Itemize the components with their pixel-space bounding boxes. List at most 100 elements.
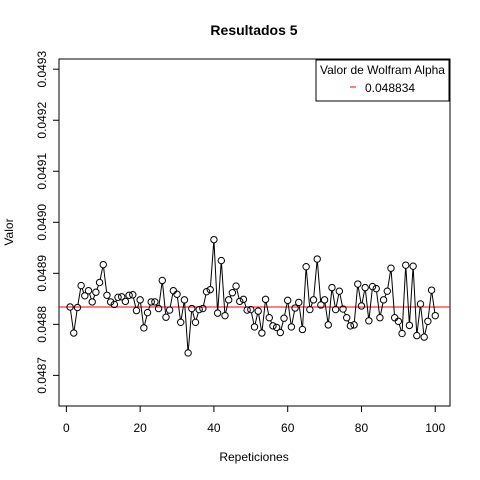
data-point xyxy=(106,298,115,306)
data-point xyxy=(88,298,96,306)
data-point xyxy=(103,291,111,299)
data-point xyxy=(224,296,233,304)
data-point xyxy=(295,298,303,307)
data-point xyxy=(77,281,85,290)
data-point xyxy=(165,306,174,314)
data-point xyxy=(354,280,362,288)
data-point xyxy=(143,308,152,317)
data-point xyxy=(365,317,373,325)
data-point xyxy=(383,287,391,295)
data-points xyxy=(66,235,439,357)
data-point xyxy=(272,323,281,332)
y-axis: 0.0487 0.0488 0.0489 0.0490 0.0491 0.0492 0.04… xyxy=(35,51,60,394)
data-point xyxy=(228,289,237,297)
data-point xyxy=(81,292,89,300)
data-point xyxy=(118,293,126,301)
data-point xyxy=(213,309,222,317)
y-tick-label: 0.0493 xyxy=(35,51,49,88)
y-tick-label: 0.0491 xyxy=(35,153,49,190)
data-point xyxy=(361,283,369,292)
data-point xyxy=(420,333,428,341)
x-tick-label: 20 xyxy=(133,421,147,435)
series-line xyxy=(70,242,436,350)
data-point xyxy=(195,305,203,314)
data-point xyxy=(309,296,318,304)
data-point xyxy=(92,288,100,296)
y-tick-label: 0.0488 xyxy=(35,306,49,343)
data-point xyxy=(320,296,329,304)
data-point xyxy=(298,325,307,334)
data-point xyxy=(110,300,119,309)
data-point xyxy=(95,278,104,287)
data-point xyxy=(121,297,130,306)
data-point xyxy=(409,262,417,270)
data-point xyxy=(114,293,122,302)
data-point xyxy=(125,291,133,299)
data-point xyxy=(217,256,226,265)
data-point xyxy=(210,235,218,244)
x-axis-label: Repeticiones xyxy=(219,450,288,464)
data-point xyxy=(250,323,259,331)
data-point xyxy=(199,304,207,313)
data-point xyxy=(402,261,410,269)
data-point xyxy=(202,287,211,296)
data-point xyxy=(191,318,200,327)
y-tick-label: 0.0490 xyxy=(35,204,49,241)
x-tick-label: 80 xyxy=(355,421,369,435)
x-tick-label: 0 xyxy=(63,421,70,435)
data-point xyxy=(413,331,421,340)
data-point xyxy=(158,276,166,285)
data-point xyxy=(368,282,377,291)
data-point xyxy=(331,305,340,314)
legend-box xyxy=(315,59,450,102)
data-point xyxy=(350,321,358,329)
data-point xyxy=(232,282,240,290)
data-point xyxy=(313,255,321,263)
data-point xyxy=(247,305,255,314)
data-point xyxy=(431,311,439,320)
data-point xyxy=(343,314,351,322)
legend-entry-label: 0.048834 xyxy=(365,81,415,95)
data-point xyxy=(236,297,244,306)
data-point xyxy=(73,303,82,312)
data-point xyxy=(302,262,310,271)
data-point xyxy=(328,283,336,292)
data-point xyxy=(394,317,403,325)
y-tick-label: 0.0487 xyxy=(35,357,49,394)
data-point xyxy=(291,304,299,312)
data-point xyxy=(317,301,325,309)
legend: Valor de Wolfram Alpha 0.048834 xyxy=(315,59,450,102)
data-point xyxy=(140,324,148,332)
x-axis: 0 20 40 60 80 100 xyxy=(63,405,446,435)
data-point xyxy=(243,306,251,314)
data-point xyxy=(177,318,185,327)
data-point xyxy=(324,321,332,329)
data-point xyxy=(416,300,425,308)
data-point xyxy=(424,317,432,325)
data-point xyxy=(372,284,380,293)
data-point xyxy=(357,302,366,310)
y-tick-label: 0.0492 xyxy=(35,102,49,139)
data-point xyxy=(188,304,196,313)
data-point xyxy=(99,260,107,269)
data-point xyxy=(84,286,93,295)
data-point xyxy=(276,328,285,337)
data-point xyxy=(306,305,314,314)
data-point xyxy=(162,313,170,321)
data-point xyxy=(261,295,270,304)
x-tick-label: 40 xyxy=(207,421,221,435)
data-point xyxy=(132,306,141,315)
data-point xyxy=(339,305,347,313)
data-point xyxy=(66,303,74,311)
data-point xyxy=(206,285,214,294)
data-point xyxy=(154,304,163,313)
data-point xyxy=(129,291,137,299)
data-point xyxy=(184,349,192,357)
data-point xyxy=(379,296,388,304)
data-point xyxy=(335,287,344,295)
data-point xyxy=(427,286,436,294)
legend-title: Valor de Wolfram Alpha xyxy=(320,63,445,77)
data-point xyxy=(254,307,262,315)
data-point xyxy=(283,296,292,305)
